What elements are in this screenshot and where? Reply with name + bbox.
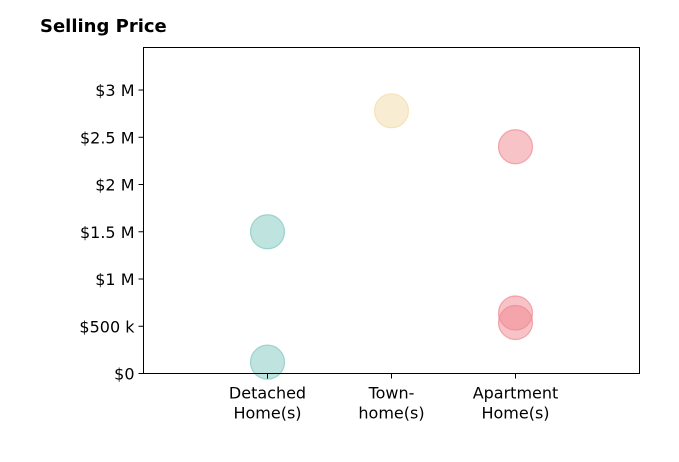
data-point: [249, 344, 286, 380]
x-axis: DetachedHome(s)Town-home(s)ApartmentHome…: [229, 373, 559, 423]
y-tick-label: $0: [114, 365, 134, 384]
x-tick-label: Home(s): [481, 404, 549, 423]
y-tick-label: $3 M: [95, 81, 134, 100]
y-tick-label: $1.5 M: [80, 223, 135, 242]
data-point: [497, 129, 534, 165]
chart-title: Selling Price: [40, 16, 167, 37]
x-tick-label: home(s): [358, 404, 424, 423]
x-tick-label: Town-: [368, 384, 415, 403]
data-point: [249, 214, 286, 250]
y-tick-label: $1 M: [95, 270, 134, 289]
y-tick-label: $2.5 M: [80, 128, 135, 147]
y-axis: $0 $500 k $1 M $1.5 M $2 M $2.5 M $3 M: [79, 81, 144, 384]
x-tick-label: Home(s): [233, 404, 301, 423]
points-layer: [249, 93, 534, 380]
y-tick-label: $500 k: [79, 317, 135, 336]
y-tick-label: $2 M: [95, 176, 134, 195]
x-tick-label: Detached: [229, 384, 306, 403]
x-tick-label: Apartment: [473, 384, 559, 403]
data-point: [373, 93, 410, 129]
data-point: [497, 304, 534, 341]
